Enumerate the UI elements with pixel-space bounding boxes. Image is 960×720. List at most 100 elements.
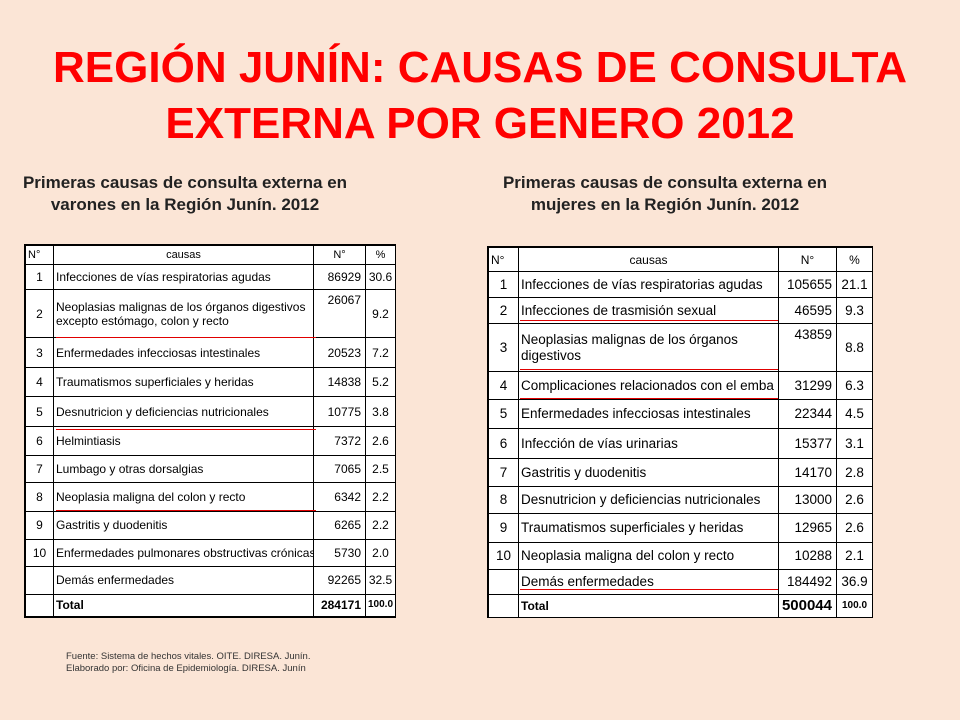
male-table-subtitle: Primeras causas de consulta externa en v… xyxy=(22,173,348,214)
row-pct: 2.0 xyxy=(365,538,396,568)
female-table-subtitle: Primeras causas de consulta externa en m… xyxy=(502,173,828,214)
row-pct: 3.1 xyxy=(836,428,873,459)
row-cause: Demás enfermedades xyxy=(53,566,314,595)
row-count: 10288 xyxy=(778,542,837,570)
row-pct: 2.1 xyxy=(836,542,873,570)
row-num: 9 xyxy=(25,511,54,540)
row-pct: 9.3 xyxy=(836,297,873,324)
row-cause: Gastritis y duodenitis xyxy=(53,511,314,540)
table-total-row: Total 500044 100.0 xyxy=(488,594,873,618)
total-label: Total xyxy=(518,594,779,618)
header-cause: causas xyxy=(53,244,314,266)
table-row: 7 Lumbago y otras dorsalgias 7065 2.5 xyxy=(25,455,396,483)
table-header-row: N° causas N° % xyxy=(25,244,396,266)
row-count: 7065 xyxy=(313,455,366,483)
row-pct: 36.9 xyxy=(836,569,873,595)
row-count: 105655 xyxy=(778,271,837,298)
row-count: 43859 xyxy=(778,323,837,372)
row-cause: Enfermedades pulmonares obstructivas cró… xyxy=(53,538,314,568)
table-row: 2 Neoplasias malignas de los órganos dig… xyxy=(25,288,396,339)
row-count: 184492 xyxy=(778,569,837,595)
row-pct: 3.8 xyxy=(365,396,396,427)
row-count: 5730 xyxy=(313,538,366,568)
row-num: 1 xyxy=(25,264,54,290)
header-cause: causas xyxy=(518,247,779,272)
table-total-row: Total 284171 100.0 xyxy=(25,593,396,618)
row-count: 12965 xyxy=(778,513,837,543)
row-count: 22344 xyxy=(778,399,837,429)
header-count: N° xyxy=(313,244,366,266)
row-cause: Lumbago y otras dorsalgias xyxy=(53,455,314,483)
table-row: 3 Neoplasias malignas de los órganos dig… xyxy=(488,323,873,372)
row-num: 2 xyxy=(25,288,54,339)
male-causes-table: N° causas N° % 1 Infecciones de vías res… xyxy=(24,244,396,618)
row-pct: 2.6 xyxy=(836,486,873,514)
table-row: 4 Complicaciones relacionados con el emb… xyxy=(488,371,873,400)
row-count: 10775 xyxy=(313,396,366,427)
female-causes-table: N° causas N° % 1 Infecciones de vías res… xyxy=(487,246,873,618)
row-cause: Neoplasias malignas de los órganos diges… xyxy=(53,288,314,339)
row-num: 8 xyxy=(25,481,54,513)
red-underline xyxy=(520,589,778,590)
row-num: 10 xyxy=(25,538,54,568)
row-cause: Traumatismos superficiales y heridas xyxy=(53,366,314,398)
row-cause: Helmintiasis xyxy=(53,425,314,457)
row-count: 14838 xyxy=(313,366,366,398)
table-row: 7 Gastritis y duodenitis 14170 2.8 xyxy=(488,458,873,487)
row-count: 15377 xyxy=(778,428,837,459)
table-row: 10 Neoplasia maligna del colon y recto 1… xyxy=(488,542,873,570)
table-row: 9 Gastritis y duodenitis 6265 2.2 xyxy=(25,511,396,540)
table-row: 10 Enfermedades pulmonares obstructivas … xyxy=(25,538,396,568)
total-count: 284171 xyxy=(313,593,366,618)
row-num: 3 xyxy=(25,337,54,368)
row-pct: 7.2 xyxy=(365,337,396,368)
total-count: 500044 xyxy=(778,594,837,618)
table-row: 8 Neoplasia maligna del colon y recto 63… xyxy=(25,481,396,513)
source-line-2: Elaborado por: Oficina de Epidemiología.… xyxy=(66,663,306,674)
row-cause: Infecciones de vías respiratorias agudas xyxy=(518,271,779,298)
table-row: 1 Infecciones de vías respiratorias agud… xyxy=(25,264,396,290)
row-num xyxy=(488,569,519,595)
row-num: 9 xyxy=(488,513,519,543)
row-num: 3 xyxy=(488,323,519,372)
row-pct: 2.5 xyxy=(365,455,396,483)
row-num xyxy=(25,566,54,595)
row-count: 7372 xyxy=(313,425,366,457)
row-pct: 8.8 xyxy=(836,323,873,372)
table-header-row: N° causas N° % xyxy=(488,247,873,272)
row-cause: Demás enfermedades xyxy=(518,569,779,595)
row-cause: Neoplasia maligna del colon y recto xyxy=(53,481,314,513)
table-row: 8 Desnutricion y deficiencias nutriciona… xyxy=(488,486,873,514)
row-pct: 6.3 xyxy=(836,371,873,400)
slide-title: REGIÓN JUNÍN: CAUSAS DE CONSULTA EXTERNA… xyxy=(0,40,960,152)
row-count: 92265 xyxy=(313,566,366,595)
total-label: Total xyxy=(53,593,314,618)
row-num: 8 xyxy=(488,486,519,514)
row-count: 26067 xyxy=(313,288,366,339)
row-num: 1 xyxy=(488,271,519,298)
table-row: 9 Traumatismos superficiales y heridas 1… xyxy=(488,513,873,543)
red-underline xyxy=(56,337,316,338)
row-cause: Infección de vías urinarias xyxy=(518,428,779,459)
row-count: 86929 xyxy=(313,264,366,290)
row-count: 6265 xyxy=(313,511,366,540)
total-pct: 100.0 xyxy=(836,594,873,618)
row-pct: 2.6 xyxy=(836,513,873,543)
row-pct: 9.2 xyxy=(365,288,396,339)
row-num: 5 xyxy=(488,399,519,429)
red-underline xyxy=(520,369,778,370)
red-underline xyxy=(520,398,778,399)
row-cause: Desnutricion y deficiencias nutricionale… xyxy=(53,396,314,427)
row-cause: Neoplasia maligna del colon y recto xyxy=(518,542,779,570)
row-num: 7 xyxy=(488,458,519,487)
row-count: 14170 xyxy=(778,458,837,487)
table-row: 4 Traumatismos superficiales y heridas 1… xyxy=(25,366,396,398)
row-pct: 4.5 xyxy=(836,399,873,429)
row-cause: Neoplasias malignas de los órganos diges… xyxy=(518,323,779,372)
row-cause: Enfermedades infecciosas intestinales xyxy=(53,337,314,368)
source-note: Fuente: Sistema de hechos vitales. OITE.… xyxy=(66,651,310,675)
row-count: 6342 xyxy=(313,481,366,513)
row-count: 31299 xyxy=(778,371,837,400)
row-num: 6 xyxy=(488,428,519,459)
red-underline xyxy=(56,429,316,430)
